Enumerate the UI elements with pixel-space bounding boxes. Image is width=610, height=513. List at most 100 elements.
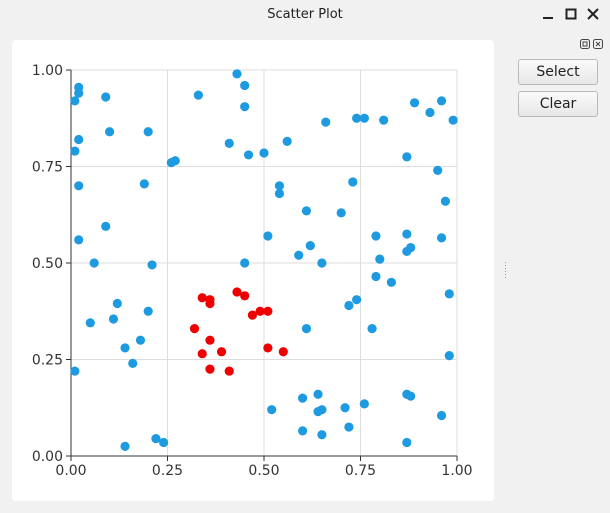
data-point xyxy=(282,136,292,147)
data-point xyxy=(70,96,80,106)
selected-point xyxy=(205,364,215,374)
title-bar: Scatter Plot xyxy=(0,0,610,30)
data-point xyxy=(375,254,385,264)
scatter-plot[interactable]: 0.00 0.25 0.50 0.75 1.00 0.00 0.25 0.50 0.75 1.00 xyxy=(12,40,494,501)
selected-point xyxy=(197,293,207,303)
data-point xyxy=(444,289,454,299)
data-point xyxy=(379,115,389,125)
minimize-icon[interactable] xyxy=(540,6,556,22)
data-point xyxy=(193,90,203,100)
data-point xyxy=(89,258,99,268)
data-point xyxy=(240,80,250,91)
data-point xyxy=(70,366,80,376)
data-point xyxy=(436,233,447,243)
data-point xyxy=(74,88,84,98)
data-point xyxy=(74,235,84,245)
y-tick-label: 0.00 xyxy=(32,449,63,465)
data-point xyxy=(402,229,412,239)
close-icon[interactable] xyxy=(585,6,601,22)
selected-point xyxy=(278,347,288,357)
x-tick-label: 0.75 xyxy=(345,463,376,479)
data-point xyxy=(240,102,250,112)
data-point xyxy=(267,405,277,415)
data-point xyxy=(274,181,285,191)
dock-widget-buttons xyxy=(580,34,606,49)
data-point xyxy=(170,156,180,166)
data-point xyxy=(313,389,323,399)
data-point xyxy=(406,391,416,401)
data-point xyxy=(147,260,157,270)
data-point xyxy=(259,148,269,158)
data-point xyxy=(151,434,161,444)
data-point xyxy=(317,258,327,268)
data-point xyxy=(74,181,84,191)
y-tick-label: 0.75 xyxy=(32,160,63,176)
data-point xyxy=(298,426,308,436)
data-point xyxy=(101,221,111,231)
data-point xyxy=(386,277,396,287)
data-point xyxy=(359,113,369,123)
data-point xyxy=(409,98,420,108)
selected-point xyxy=(205,298,215,309)
clear-button[interactable]: Clear xyxy=(518,91,598,117)
data-point xyxy=(128,358,138,368)
data-point xyxy=(74,134,84,145)
data-point xyxy=(120,343,130,353)
data-point xyxy=(301,324,312,334)
data-point xyxy=(305,241,315,251)
data-point xyxy=(433,165,443,175)
float-icon[interactable] xyxy=(580,34,590,49)
data-point xyxy=(232,69,242,79)
data-point xyxy=(340,403,350,413)
data-point xyxy=(436,410,447,421)
x-tick-label: 0.25 xyxy=(152,463,183,479)
data-point xyxy=(348,177,358,187)
x-tick-label: 0.50 xyxy=(248,463,279,479)
selected-point xyxy=(216,347,227,357)
y-tick-label: 0.25 xyxy=(32,353,63,369)
data-point xyxy=(425,107,435,118)
data-point xyxy=(139,179,149,189)
data-point xyxy=(371,271,381,282)
splitter-handle[interactable] xyxy=(505,262,507,280)
y-tick-label: 1.00 xyxy=(32,63,63,79)
data-point xyxy=(402,152,412,162)
data-point xyxy=(135,335,146,345)
data-point xyxy=(317,430,327,440)
data-point xyxy=(85,318,95,328)
data-point xyxy=(313,407,323,417)
data-point xyxy=(112,298,122,309)
data-point xyxy=(301,206,312,216)
data-point xyxy=(159,437,169,448)
data-point xyxy=(105,127,115,137)
data-point xyxy=(352,113,362,123)
selected-point xyxy=(224,366,234,376)
window-title: Scatter Plot xyxy=(267,7,343,22)
selected-point xyxy=(197,349,207,359)
x-tick-label: 0.00 xyxy=(55,463,86,479)
selected-point xyxy=(205,335,215,345)
data-point xyxy=(101,92,111,102)
selected-point xyxy=(240,291,250,301)
maximize-icon[interactable] xyxy=(563,6,579,22)
data-point xyxy=(263,231,273,241)
data-point xyxy=(224,138,234,148)
data-point xyxy=(344,300,354,311)
data-point xyxy=(440,196,451,206)
data-point xyxy=(321,117,331,127)
dock-close-icon[interactable] xyxy=(593,34,603,49)
data-point xyxy=(344,422,354,432)
data-point xyxy=(444,351,454,361)
data-point xyxy=(336,208,346,218)
data-point xyxy=(298,393,308,403)
data-point xyxy=(143,127,153,137)
selected-point xyxy=(263,306,273,316)
selected-point xyxy=(255,306,265,316)
select-button[interactable]: Select xyxy=(518,59,598,85)
data-point xyxy=(120,441,130,451)
data-point xyxy=(367,324,377,334)
data-point xyxy=(448,115,458,125)
data-point xyxy=(274,188,285,199)
data-point xyxy=(371,231,381,241)
data-point xyxy=(143,306,153,316)
